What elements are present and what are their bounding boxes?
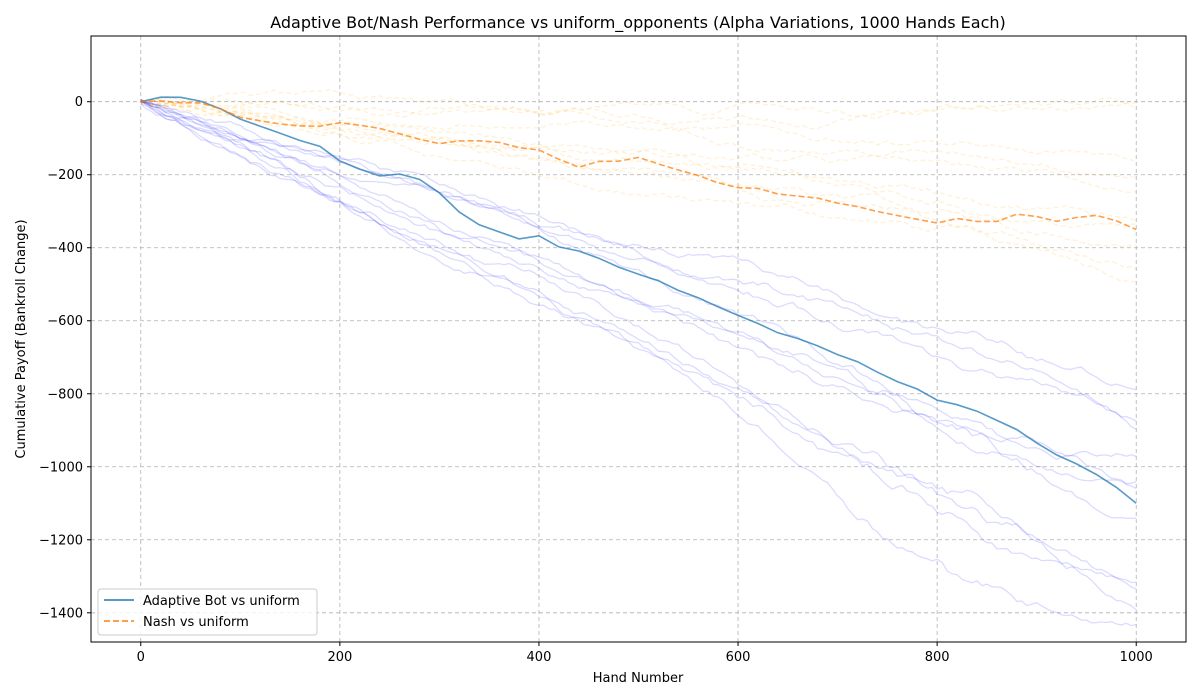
adaptive-alpha-run-line <box>140 98 1137 584</box>
x-tick-label: 1000 <box>1120 650 1153 665</box>
legend-box <box>97 588 318 636</box>
legend-label-nash: Nash vs uniform <box>143 615 249 630</box>
x-tick-label: 600 <box>726 650 751 665</box>
y-axis-label: Cumulative Payoff (Bankroll Change) <box>14 219 29 458</box>
adaptive-alpha-run-line <box>140 103 1137 590</box>
nash-alpha-run-line <box>140 100 1137 222</box>
plot-frame <box>90 35 1187 643</box>
adaptive-alpha-run-line <box>140 100 1137 430</box>
plot-area: 0 200 400 600 800 1000 −1400 −1200 −1000 −800 −60… <box>39 35 1187 665</box>
y-tick-label: −400 <box>47 241 83 256</box>
background-runs <box>140 88 1137 627</box>
y-tick-label: −800 <box>47 387 83 402</box>
adaptive-alpha-run-line <box>140 101 1137 391</box>
x-axis-ticks: 0 200 400 600 800 1000 <box>137 642 1153 665</box>
x-tick-label: 200 <box>327 650 352 665</box>
x-tick-label: 400 <box>527 650 552 665</box>
x-axis-label: Hand Number <box>593 671 684 686</box>
nash-alpha-run-line <box>140 98 1137 118</box>
adaptive-alpha-run-line <box>140 101 1137 461</box>
series-lines <box>140 96 1137 504</box>
adaptive-alpha-run-line <box>140 99 1137 485</box>
nash-alpha-run-line <box>140 88 1137 161</box>
y-tick-label: −600 <box>47 314 83 329</box>
x-tick-label: 0 <box>137 650 145 665</box>
nash-alpha-run-line <box>140 95 1137 130</box>
adaptive-alpha-run-line <box>140 103 1137 611</box>
adaptive-bot-series-line <box>140 96 1137 504</box>
y-tick-label: −1000 <box>39 460 83 475</box>
adaptive-alpha-run-line <box>140 99 1137 520</box>
nash-alpha-run-line <box>140 101 1137 179</box>
grid <box>91 36 1186 642</box>
legend: Adaptive Bot vs uniform Nash vs uniform <box>97 588 318 636</box>
adaptive-alpha-run-line <box>140 98 1137 489</box>
chart-title: Adaptive Bot/Nash Performance vs uniform… <box>270 13 1006 33</box>
y-tick-label: −200 <box>47 168 83 183</box>
nash-alpha-run-line <box>140 101 1137 194</box>
nash-alpha-run-line <box>140 101 1137 270</box>
adaptive-alpha-run-line <box>140 98 1137 422</box>
x-tick-label: 800 <box>925 650 950 665</box>
legend-label-adaptive: Adaptive Bot vs uniform <box>143 594 300 609</box>
y-tick-label: −1200 <box>39 533 83 548</box>
y-tick-label: 0 <box>75 95 83 110</box>
nash-alpha-run-line <box>140 99 1137 229</box>
adaptive-alpha-run-line <box>140 101 1137 627</box>
nash-alpha-run-line <box>140 100 1137 283</box>
y-axis-ticks: −1400 −1200 −1000 −800 −600 −400 −200 0 <box>39 95 91 621</box>
y-tick-label: −1400 <box>39 606 83 621</box>
nash-alpha-run-line <box>140 101 1137 248</box>
nash-series-line <box>140 100 1137 231</box>
